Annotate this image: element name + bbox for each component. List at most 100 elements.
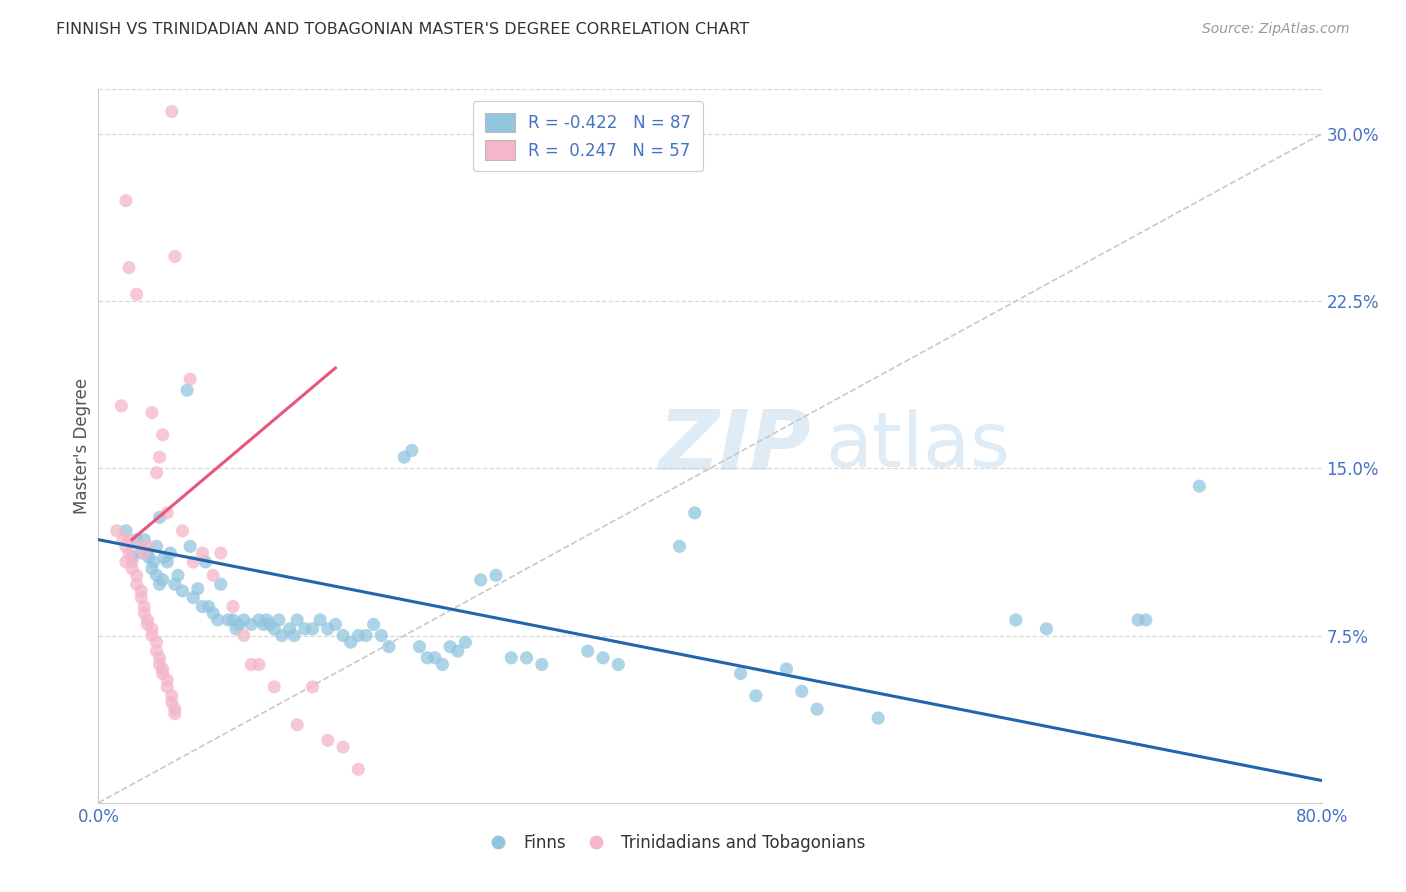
Point	[501, 651, 523, 665]
Point	[217, 613, 239, 627]
Point	[187, 582, 209, 596]
Point	[285, 613, 308, 627]
Point	[134, 533, 156, 547]
Point	[240, 657, 263, 672]
Point	[118, 546, 141, 560]
Point	[179, 372, 201, 386]
Point	[152, 666, 174, 681]
Point	[179, 539, 201, 553]
Point	[416, 651, 439, 665]
Point	[301, 680, 323, 694]
Point	[121, 550, 143, 565]
Point	[145, 539, 167, 553]
Point	[209, 546, 232, 560]
Point	[163, 577, 186, 591]
Point	[267, 613, 290, 627]
Point	[156, 673, 179, 687]
Point	[683, 506, 706, 520]
Point	[232, 613, 254, 627]
Point	[576, 644, 599, 658]
Point	[138, 550, 160, 565]
Point	[432, 657, 454, 672]
Point	[316, 733, 339, 747]
Point	[115, 524, 138, 538]
Point	[775, 662, 797, 676]
Point	[149, 510, 172, 524]
Point	[222, 613, 245, 627]
Point	[1035, 622, 1057, 636]
Point	[347, 762, 370, 776]
Text: ZIP: ZIP	[658, 406, 811, 486]
Point	[197, 599, 219, 614]
Point	[134, 546, 156, 560]
Point	[149, 651, 172, 665]
Point	[181, 591, 204, 605]
Point	[1128, 613, 1150, 627]
Point	[423, 651, 446, 665]
Point	[790, 684, 813, 698]
Point	[259, 617, 281, 632]
Point	[110, 399, 132, 413]
Point	[111, 533, 134, 547]
Point	[363, 617, 385, 632]
Point	[247, 613, 270, 627]
Point	[152, 427, 174, 442]
Point	[136, 546, 159, 560]
Point	[118, 260, 141, 275]
Point	[167, 568, 190, 582]
Point	[115, 539, 138, 553]
Point	[142, 555, 165, 569]
Point	[163, 706, 186, 721]
Point	[1004, 613, 1026, 627]
Point	[125, 568, 148, 582]
Point	[516, 651, 538, 665]
Point	[868, 711, 890, 725]
Point	[194, 555, 217, 569]
Point	[134, 599, 156, 614]
Point	[141, 405, 163, 420]
Point	[149, 657, 172, 672]
Point	[485, 568, 508, 582]
Point	[125, 287, 148, 301]
Point	[378, 640, 401, 654]
Point	[153, 550, 176, 565]
Point	[607, 657, 630, 672]
Point	[145, 635, 167, 649]
Point	[332, 740, 354, 755]
Point	[156, 555, 179, 569]
Y-axis label: Master's Degree: Master's Degree	[73, 378, 91, 514]
Point	[136, 539, 159, 553]
Point	[149, 577, 172, 591]
Point	[145, 568, 167, 582]
Point	[1188, 479, 1211, 493]
Point	[263, 622, 285, 636]
Point	[141, 622, 163, 636]
Point	[228, 617, 250, 632]
Point	[202, 607, 225, 621]
Point	[401, 443, 423, 458]
Point	[592, 651, 614, 665]
Point	[454, 635, 477, 649]
Point	[252, 617, 274, 632]
Point	[806, 702, 828, 716]
Point	[370, 628, 392, 642]
Point	[156, 680, 179, 694]
Point	[354, 628, 377, 642]
Point	[256, 613, 278, 627]
Point	[191, 599, 214, 614]
Point	[207, 613, 229, 627]
Point	[163, 702, 186, 716]
Point	[263, 680, 285, 694]
Point	[129, 583, 152, 598]
Point	[172, 524, 194, 538]
Point	[470, 573, 492, 587]
Point	[176, 384, 198, 398]
Point	[172, 583, 194, 598]
Point	[325, 617, 347, 632]
Point	[136, 617, 159, 632]
Point	[163, 249, 186, 264]
Point	[160, 689, 183, 703]
Point	[105, 524, 128, 538]
Point	[745, 689, 768, 703]
Point	[283, 628, 305, 642]
